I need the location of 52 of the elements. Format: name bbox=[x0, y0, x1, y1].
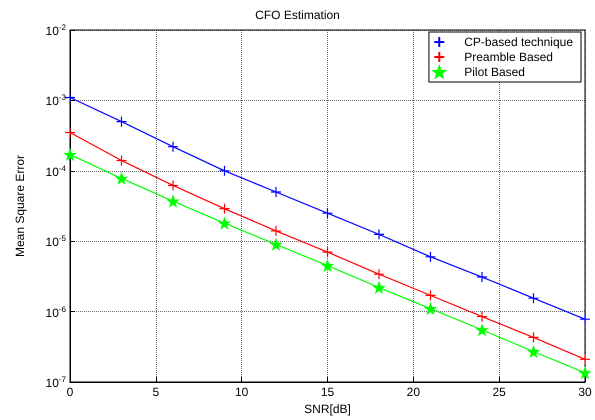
x-tick-label: 15 bbox=[320, 385, 334, 399]
point bbox=[167, 141, 179, 152]
point bbox=[373, 228, 385, 240]
legend-label: Pilot Based bbox=[464, 65, 525, 79]
point bbox=[64, 148, 76, 160]
point bbox=[476, 324, 488, 336]
point bbox=[424, 303, 436, 314]
point bbox=[579, 314, 591, 325]
point bbox=[218, 165, 230, 176]
point bbox=[116, 172, 128, 184]
point bbox=[218, 203, 230, 214]
x-tick-label: 0 bbox=[66, 385, 74, 399]
y-tick-label: 10$^{-3}$ bbox=[46, 92, 66, 108]
point bbox=[476, 310, 488, 322]
point bbox=[528, 346, 540, 358]
point bbox=[322, 260, 334, 272]
chart-title: CFO Estimation bbox=[255, 8, 340, 22]
point bbox=[322, 246, 334, 258]
x-tick-label: 20 bbox=[406, 385, 420, 399]
point bbox=[270, 186, 282, 198]
point bbox=[373, 268, 385, 280]
point bbox=[373, 282, 385, 294]
x-tick-label: 30 bbox=[578, 385, 592, 399]
y-tick-label: 10$^{-7}$ bbox=[46, 374, 66, 390]
point bbox=[167, 196, 179, 207]
y-tick-label: 10$^{-5}$ bbox=[46, 233, 66, 250]
x-axis-title: SNR[dB] bbox=[304, 402, 351, 416]
y-axis-title: Mean Square Error bbox=[13, 154, 27, 258]
point bbox=[64, 126, 76, 138]
point bbox=[218, 218, 230, 229]
point bbox=[424, 251, 436, 262]
point bbox=[579, 367, 591, 378]
y-tick-label: 10$^{-2}$ bbox=[46, 22, 66, 38]
point bbox=[528, 292, 540, 304]
x-tick-label: 10 bbox=[234, 385, 249, 399]
point bbox=[322, 208, 334, 219]
x-tick-label: 25 bbox=[492, 385, 506, 399]
legend-label: Preamble Based bbox=[464, 50, 553, 64]
point bbox=[579, 354, 591, 365]
y-tick-label: 10$^{-4}$ bbox=[46, 162, 66, 179]
point bbox=[167, 180, 179, 192]
point bbox=[116, 116, 128, 128]
x-tick-label: 5 bbox=[152, 385, 160, 399]
point bbox=[424, 290, 436, 301]
y-tick-label: 10$^{-6}$ bbox=[46, 304, 66, 320]
point bbox=[116, 154, 128, 166]
point bbox=[528, 332, 540, 344]
point bbox=[270, 225, 282, 237]
legend-label: CP-based technique bbox=[464, 35, 574, 49]
point bbox=[64, 92, 76, 104]
point bbox=[270, 238, 282, 250]
point bbox=[476, 271, 488, 283]
